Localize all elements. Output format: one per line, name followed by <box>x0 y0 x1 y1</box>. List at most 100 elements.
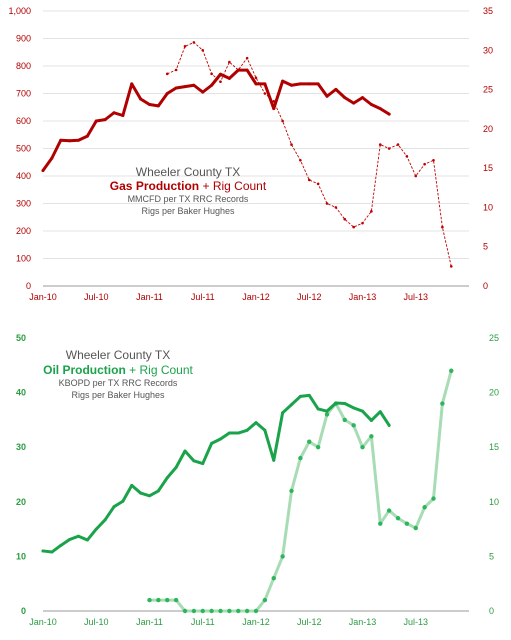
oil-production-point <box>103 518 107 522</box>
gas-production-point <box>281 79 285 83</box>
gas-production-point <box>130 82 134 86</box>
gas-rig-point <box>316 182 320 186</box>
oil-rig-point <box>271 576 276 581</box>
oil-production-point <box>201 462 205 466</box>
gas-x-tick-label: Jul-12 <box>297 292 322 302</box>
oil-annotation-note1: KBOPD per TX RRC Records <box>59 378 178 388</box>
oil-production-point <box>68 537 72 541</box>
oil-x-tick-label: Jul-13 <box>403 617 428 627</box>
gas-rig-point <box>201 48 205 52</box>
oil-right-tick-label: 5 <box>489 551 494 561</box>
oil-rig-point <box>191 608 197 614</box>
gas-annotation-note1: MMCFD per TX RRC Records <box>128 194 249 204</box>
oil-right-tick-label: 0 <box>489 606 494 616</box>
gas-production-point <box>290 83 293 87</box>
gas-rig-point <box>441 225 444 229</box>
oil-production-point <box>236 431 240 435</box>
gas-rig-point <box>325 202 329 205</box>
oil-right-tick-label: 15 <box>489 442 499 452</box>
gas-rig-point <box>174 68 178 72</box>
gas-production-point <box>236 68 240 72</box>
oil-production-point <box>272 458 276 462</box>
gas-annotation-note2: Rigs per Baker Hughes <box>141 206 235 216</box>
oil-subtitle-main: Oil Production <box>43 363 126 377</box>
oil-production-point <box>290 403 293 407</box>
gas-subtitle-main: Gas Production <box>110 179 199 193</box>
gas-right-tick-label: 20 <box>483 124 493 134</box>
gas-subtitle-plus: + <box>199 179 213 193</box>
gas-left-tick-label: 900 <box>16 34 31 44</box>
gas-left-tick-label: 100 <box>16 254 31 264</box>
gas-left-tick-label: 800 <box>16 61 31 71</box>
oil-production-line <box>41 393 391 554</box>
oil-production-point <box>361 409 364 413</box>
oil-right-tick-label: 10 <box>489 497 499 507</box>
gas-left-tick-label: 500 <box>16 144 31 154</box>
gas-rig-point <box>396 143 400 146</box>
gas-right-tick-label: 15 <box>483 163 493 173</box>
gas-production-point <box>307 82 311 86</box>
gas-rig-point <box>183 45 187 48</box>
oil-x-tick-label: Jan-13 <box>349 617 377 627</box>
oil-production-point <box>121 499 125 503</box>
oil-rig-point <box>173 597 179 603</box>
oil-rig-point <box>200 608 205 614</box>
oil-rig-point <box>253 608 259 614</box>
oil-production-point <box>165 476 169 480</box>
oil-rig-point <box>156 597 161 603</box>
oil-production-point <box>316 407 320 411</box>
gas-left-tick-label: 200 <box>16 226 31 236</box>
gas-rig-point <box>263 92 267 95</box>
gas-rig-point <box>281 119 284 123</box>
gas-production-point <box>352 101 356 105</box>
gas-gridlines <box>43 10 469 287</box>
oil-rig-point <box>209 608 214 614</box>
oil-rig-point <box>218 608 223 614</box>
gas-rig-point <box>254 76 258 80</box>
gas-x-tick-label: Jan-11 <box>136 292 163 302</box>
gas-rig-point <box>343 217 347 221</box>
gas-right-tick-label: 5 <box>483 242 488 252</box>
oil-subtitle-plus: + <box>126 363 140 377</box>
gas-chart: 0 100 200 300 400 500 600 700 800 900 1,000 0 5 10 15… <box>8 6 493 302</box>
oil-rig-point <box>360 445 365 450</box>
gas-production-point <box>325 94 329 98</box>
oil-production-point <box>325 409 329 413</box>
gas-production-point <box>112 111 116 115</box>
gas-rig-point <box>307 178 311 182</box>
oil-production-point <box>334 401 338 405</box>
gas-production-point <box>103 118 107 122</box>
gas-production-point <box>148 103 151 106</box>
gas-x-tick-label: Jan-13 <box>349 292 377 302</box>
gas-production-point <box>68 139 72 143</box>
oil-rig-point <box>262 597 268 603</box>
gas-production-point <box>272 107 276 111</box>
oil-rig-point <box>342 417 347 423</box>
gas-rig-point <box>245 56 249 60</box>
gas-production-line <box>41 68 391 172</box>
oil-rig-point <box>147 597 152 603</box>
gas-rig-point <box>414 174 418 178</box>
gas-subtitle-rig: Rig Count <box>213 179 267 193</box>
oil-production-point <box>352 406 356 410</box>
gas-left-tick-label: 300 <box>16 199 31 209</box>
oil-annotation-title: Wheeler County TX <box>66 348 171 362</box>
oil-production-point <box>219 437 222 441</box>
gas-production-point <box>59 138 63 142</box>
oil-left-tick-label: 20 <box>16 497 26 507</box>
oil-rig-point <box>404 521 410 526</box>
oil-production-point <box>139 491 143 495</box>
oil-production-point <box>227 431 231 435</box>
oil-right-axis-ticks: 0 5 10 15 20 25 <box>489 333 499 616</box>
oil-rig-point <box>449 368 454 373</box>
oil-production-point <box>343 402 347 406</box>
oil-production-point <box>148 494 151 498</box>
gas-right-axis-ticks: 0 5 10 15 20 25 30 35 <box>483 6 493 291</box>
gas-production-point <box>378 107 382 111</box>
oil-right-tick-label: 20 <box>489 388 499 398</box>
gas-production-point <box>227 76 231 80</box>
oil-rig-point <box>422 505 427 510</box>
oil-production-point <box>298 394 302 398</box>
gas-rig-point <box>405 155 409 158</box>
oil-x-tick-label: Jan-12 <box>242 617 270 627</box>
